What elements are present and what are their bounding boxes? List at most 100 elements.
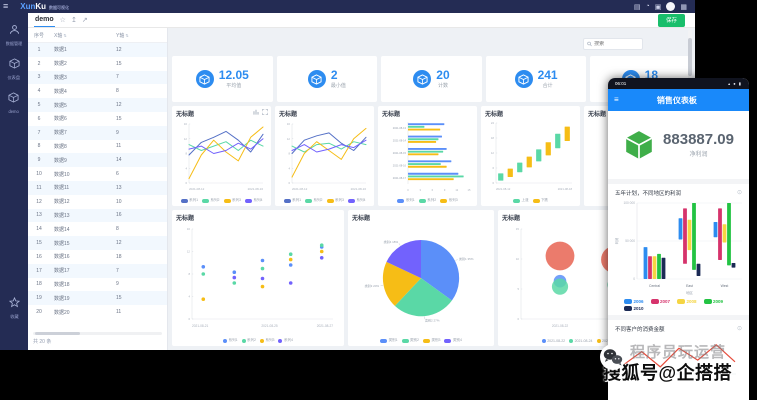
table-row[interactable]: 16 数据16 18 — [28, 250, 167, 264]
legend-item[interactable]: 上涨 — [513, 198, 529, 203]
table-row[interactable]: 11 数据11 13 — [28, 180, 167, 195]
legend-item[interactable]: 2007 — [650, 299, 670, 304]
chart-card-line-1[interactable]: 无标题 0 4 8 12 16 2021-08-12 2021-08-16 系列1 系列2 系列… — [172, 106, 271, 206]
line-chart-2[interactable]: 0 4 8 12 16 2021-08-12 2021-08-16 — [279, 119, 370, 193]
legend-item[interactable]: 系列4 — [244, 198, 262, 203]
table-row[interactable]: 15 数据15 12 — [28, 236, 167, 250]
table-header-y[interactable]: Y轴⇅ — [116, 33, 129, 39]
cell-y: 12 — [116, 102, 122, 109]
calendar-icon[interactable]: ▤ — [633, 3, 641, 11]
chart-card-line-2[interactable]: 无标题 0 4 8 12 16 2021-08-12 2021-08-16 系列1 系列2 系列… — [275, 106, 374, 206]
phone-menu-icon[interactable]: ≡ — [614, 95, 619, 104]
save-button[interactable]: 保存 — [657, 13, 685, 27]
region-profit-bar-chart[interactable]: 100 000 50 000 0 利润 Central East West 地区 — [613, 197, 745, 297]
legend-item[interactable]: 系列1 — [223, 338, 238, 343]
share-icon[interactable]: ↥ — [70, 16, 77, 24]
tab-demo[interactable]: demo — [34, 14, 55, 27]
legend-item[interactable]: 2021-08-22 — [541, 339, 565, 343]
legend-item[interactable]: 系列3 — [326, 198, 344, 203]
table-row[interactable]: 1 数据1 12 — [28, 43, 167, 57]
sidebar-item-收藏[interactable]: 收藏 — [8, 295, 20, 320]
legend-item[interactable]: 下跌 — [532, 198, 548, 203]
chart-type-icon[interactable] — [253, 109, 259, 115]
zoom-in-icon[interactable]: ⊙ — [736, 190, 742, 196]
chart-card-hidden[interactable]: 无标题 — [584, 106, 611, 206]
document-icon[interactable]: ▣ — [654, 3, 662, 11]
legend-item[interactable]: 类别2 — [401, 338, 419, 343]
search-box[interactable] — [583, 38, 643, 50]
legend-item[interactable]: 2006 — [624, 299, 644, 304]
chart-card-scatter[interactable]: 无标题 0 4 8 12 16 2021-08-21 2021-08-25 2021-08-2… — [172, 210, 344, 346]
cell-y: 7 — [116, 74, 119, 81]
chart-card-hbar[interactable]: 无标题 2021-08-13 2021-08-14 2021-08-15 2021-0… — [378, 106, 477, 206]
table-header-index[interactable]: 序号 — [33, 33, 44, 39]
legend-item[interactable]: 类别1 — [380, 338, 398, 343]
table-row[interactable]: 7 数据7 9 — [28, 125, 167, 140]
menu-hamburger-icon[interactable]: ≡ — [3, 1, 9, 11]
chart-card-pie[interactable]: 无标题 类别1 35% 类别2 27% 类别3 20% 类别4 18% 类别1 类别2 类… — [348, 210, 494, 346]
table-row[interactable]: 4 数据4 8 — [28, 84, 167, 98]
clock-icon[interactable]: ◔ — [645, 3, 650, 10]
customer-spend-line-chart[interactable] — [619, 335, 739, 377]
zoom-in-icon[interactable]: ⊙ — [736, 326, 742, 332]
kpi-card-最小值[interactable]: 2 最小值 — [276, 56, 378, 102]
pie-chart[interactable]: 类别1 35% 类别2 27% 类别3 20% 类别4 18% — [353, 223, 489, 329]
legend-item[interactable]: 系列3 — [223, 198, 241, 203]
table-row[interactable]: 9 数据9 14 — [28, 153, 167, 168]
rising-bar-chart[interactable]: 0 6 12 18 24 2021-08-12 2021-08-18 — [485, 119, 576, 193]
kpi-card-平均值[interactable]: 12.05 平均值 — [172, 56, 273, 102]
chart-card-candle[interactable]: 无标题 0 6 12 18 24 2021-08-12 2021-08-18 上涨 下跌 — [481, 106, 580, 206]
legend-item[interactable]: 系列2 — [305, 198, 323, 203]
legend-item[interactable]: 系列3 — [440, 198, 458, 203]
scrollbar-thumb[interactable] — [688, 38, 692, 76]
table-row[interactable]: 14 数据14 8 — [28, 222, 167, 236]
svg-text:16: 16 — [287, 122, 291, 126]
table-row[interactable]: 8 数据8 11 — [28, 140, 167, 154]
table-row[interactable]: 18 数据18 9 — [28, 278, 167, 292]
sort-icon[interactable]: ⇅ — [125, 33, 129, 38]
legend-item[interactable]: 系列4 — [278, 338, 293, 343]
legend-item[interactable]: 系列2 — [418, 198, 436, 203]
favorite-star-icon[interactable]: ☆ — [59, 16, 66, 24]
legend-item[interactable]: 类别3 — [423, 338, 440, 343]
table-row[interactable]: 20 数据20 11 — [28, 305, 167, 319]
legend-item[interactable]: 系列2 — [241, 338, 256, 343]
expand-icon[interactable] — [262, 109, 268, 115]
search-input[interactable] — [594, 41, 639, 47]
table-header-x[interactable]: X轴⇅ — [54, 33, 67, 39]
apps-grid-icon[interactable]: ▦ — [680, 3, 687, 11]
legend-item[interactable]: 2009 — [703, 299, 723, 304]
table-row[interactable]: 13 数据13 16 — [28, 208, 167, 223]
scatter-chart[interactable]: 0 4 8 12 16 2021-08-21 2021-08-25 2021-08-27 — [177, 223, 339, 331]
table-row[interactable]: 5 数据5 12 — [28, 98, 167, 112]
legend-item[interactable]: 类别4 — [444, 338, 462, 343]
sidebar-item-demo[interactable]: demo — [8, 90, 19, 114]
export-icon[interactable]: ↗ — [81, 16, 88, 24]
horizontal-bar-chart[interactable]: 2021-08-13 2021-08-14 2021-08-15 2021-08-16… — [382, 119, 473, 193]
kpi-card-计数[interactable]: 20 计数 — [381, 56, 482, 102]
sidebar-item-数据管理[interactable]: 数据管理 — [5, 22, 23, 47]
table-row[interactable]: 10 数据10 6 — [28, 167, 167, 181]
sort-icon[interactable]: ⇅ — [63, 33, 67, 38]
legend-item[interactable]: 系列1 — [283, 198, 301, 203]
line-chart-1[interactable]: 0 4 8 12 16 2021-08-12 2021-08-16 — [176, 119, 267, 193]
legend-item[interactable]: 系列2 — [202, 198, 220, 203]
legend-item[interactable]: 系列3 — [260, 338, 274, 343]
table-row[interactable]: 19 数据19 15 — [28, 291, 167, 306]
table-h-scrollbar[interactable] — [33, 332, 162, 335]
legend-item[interactable]: 系列1 — [397, 198, 415, 203]
legend-item[interactable]: 2008 — [677, 299, 697, 304]
table-row[interactable]: 12 数据12 10 — [28, 195, 167, 209]
table-row[interactable]: 6 数据6 15 — [28, 112, 167, 126]
legend-item[interactable]: 2021-08-24 — [569, 339, 593, 343]
user-avatar[interactable] — [666, 2, 676, 11]
legend-item[interactable]: 系列1 — [180, 198, 198, 203]
chart-title: 无标题 — [588, 112, 607, 118]
table-row[interactable]: 17 数据17 7 — [28, 263, 167, 278]
table-row[interactable]: 3 数据3 7 — [28, 70, 167, 85]
table-row[interactable]: 2 数据2 15 — [28, 57, 167, 71]
legend-item[interactable]: 系列4 — [347, 198, 365, 203]
kpi-card-合计[interactable]: 241 合计 — [485, 56, 587, 102]
legend-item[interactable]: 2010 — [624, 306, 644, 311]
sidebar-item-仪表盘[interactable]: 仪表盘 — [7, 56, 21, 81]
